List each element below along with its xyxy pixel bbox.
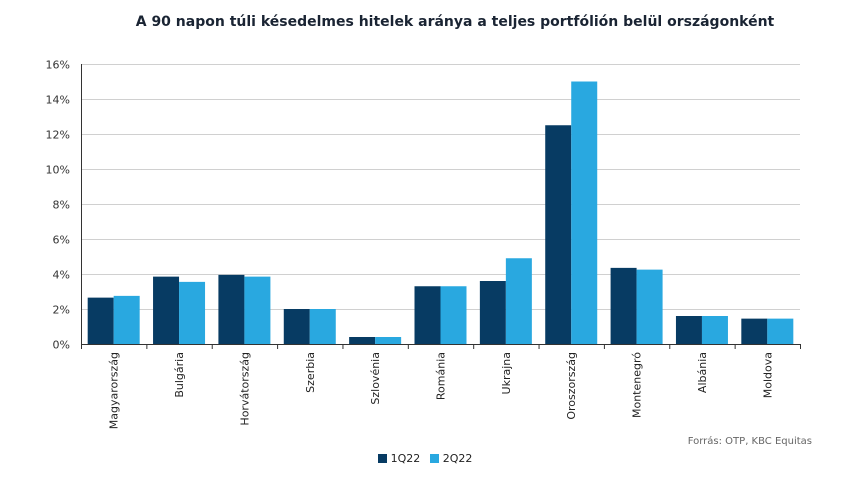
source-note: Forrás: OTP, KBC Equitas bbox=[687, 436, 812, 447]
legend-label-2q22: 2Q22 bbox=[442, 452, 473, 465]
bars bbox=[87, 81, 794, 344]
bar-1q22-3 bbox=[283, 309, 310, 344]
bar-1q22-9 bbox=[675, 316, 702, 344]
bar-1q22-1 bbox=[153, 276, 180, 344]
x-tick-label: Szerbia bbox=[304, 352, 317, 393]
y-tick-label: 0% bbox=[53, 339, 70, 352]
x-tick-label: Szlovénia bbox=[369, 352, 382, 405]
y-tick-label: 10% bbox=[46, 164, 70, 177]
legend-item-2q22: 2Q22 bbox=[429, 452, 473, 465]
chart-title: A 90 napon túli késedelmes hitelek arány… bbox=[135, 14, 775, 30]
x-tick-label: Albánia bbox=[696, 352, 709, 393]
y-tick-label: 16% bbox=[46, 59, 70, 72]
bar-2q22-6 bbox=[505, 258, 532, 344]
x-axis bbox=[81, 64, 801, 349]
legend-label-1q22: 1Q22 bbox=[390, 452, 421, 465]
bar-2q22-1 bbox=[179, 281, 206, 344]
bar-2q22-9 bbox=[701, 316, 728, 344]
y-tick-label: 2% bbox=[53, 304, 70, 317]
bar-1q22-0 bbox=[87, 297, 114, 344]
x-tick-label: Montenegró bbox=[631, 352, 644, 418]
bar-2q22-8 bbox=[636, 269, 663, 344]
y-axis-ticks: 0% 2% 4% 6% 8% 10% 12% 14% 16% bbox=[46, 59, 70, 352]
x-axis-labels: Magyarország Bulgária Horvátország Szerbia S… bbox=[108, 352, 775, 429]
legend-item-1q22: 1Q22 bbox=[377, 452, 421, 465]
x-tick-label: Horvátország bbox=[238, 352, 251, 426]
y-tick-label: 8% bbox=[53, 199, 70, 212]
bar-1q22-5 bbox=[414, 286, 441, 344]
bar-2q22-5 bbox=[440, 286, 467, 344]
bar-1q22-10 bbox=[741, 318, 768, 344]
x-tick-label: Moldova bbox=[761, 352, 774, 398]
y-tick-label: 4% bbox=[53, 269, 70, 282]
legend: 1Q22 2Q22 bbox=[0, 452, 850, 466]
x-tick-label: Magyarország bbox=[108, 352, 121, 429]
legend-swatch-2q22 bbox=[429, 454, 439, 463]
x-tick-label: Bulgária bbox=[173, 352, 186, 398]
x-tick-label: Oroszország bbox=[565, 352, 578, 420]
bar-2q22-10 bbox=[767, 318, 794, 344]
bar-2q22-2 bbox=[244, 276, 271, 344]
y-tick-label: 12% bbox=[46, 129, 70, 142]
bar-1q22-4 bbox=[349, 337, 376, 344]
y-tick-label: 6% bbox=[53, 234, 70, 247]
gridlines bbox=[81, 64, 800, 310]
bar-1q22-8 bbox=[610, 267, 637, 344]
bar-2q22-4 bbox=[375, 337, 402, 344]
bar-1q22-7 bbox=[545, 125, 572, 344]
x-tick-label: Románia bbox=[435, 352, 448, 400]
bar-1q22-6 bbox=[479, 281, 506, 344]
y-tick-label: 14% bbox=[46, 94, 70, 107]
bar-2q22-7 bbox=[571, 81, 598, 344]
legend-swatch-1q22 bbox=[377, 454, 387, 463]
x-tick-label: Ukrajna bbox=[500, 352, 513, 394]
bar-2q22-0 bbox=[113, 295, 140, 344]
bar-1q22-2 bbox=[218, 274, 245, 344]
bar-2q22-3 bbox=[309, 309, 336, 344]
